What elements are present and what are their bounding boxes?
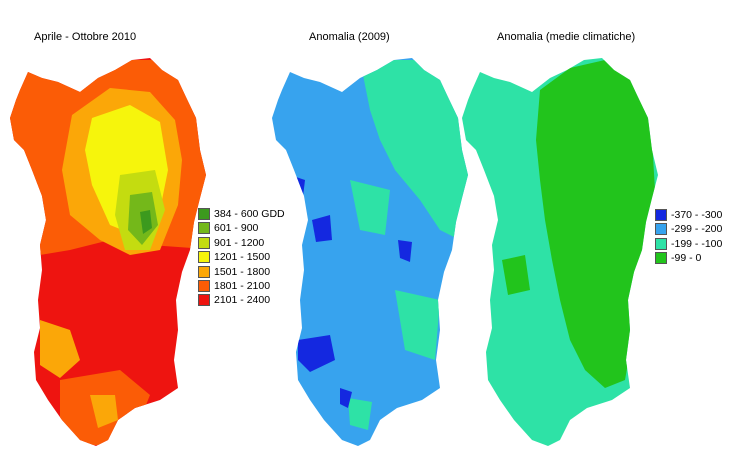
legend-label: -370 - -300 bbox=[671, 209, 723, 221]
legend-label: 1501 - 1800 bbox=[214, 265, 271, 278]
legend-label: 601 - 900 bbox=[214, 222, 259, 235]
panel1-title: Aprile - Ottobre 2010 bbox=[34, 31, 137, 43]
map-anomaly-climatic bbox=[462, 58, 658, 446]
legend-swatch bbox=[198, 251, 210, 264]
legend-label: -199 - -100 bbox=[671, 237, 723, 250]
legend-swatch bbox=[198, 265, 210, 278]
legend-label: 1801 - 2100 bbox=[214, 279, 271, 292]
legend-swatch bbox=[198, 236, 210, 249]
legend-label: 1201 - 1500 bbox=[214, 251, 271, 264]
legend-swatch bbox=[198, 294, 210, 307]
legend-label: 2101 - 2400 bbox=[214, 294, 271, 307]
legend-label: -299 - -200 bbox=[671, 223, 723, 236]
map-gdd-2010 bbox=[10, 58, 206, 446]
legend-label: -99 - 0 bbox=[671, 252, 702, 265]
legend-label: 384 - 600 GDD bbox=[214, 208, 285, 220]
panel2-title: Anomalia (2009) bbox=[309, 31, 390, 43]
legend-label: 901 - 1200 bbox=[214, 236, 265, 249]
legend-swatch bbox=[655, 252, 667, 265]
legend-swatch bbox=[198, 208, 210, 220]
panel3-title: Anomalia (medie climatiche) bbox=[497, 31, 636, 43]
legend-swatch bbox=[655, 209, 667, 221]
legend-swatch bbox=[655, 223, 667, 236]
legend-swatch bbox=[198, 279, 210, 292]
legend-swatch bbox=[198, 222, 210, 235]
map-anomaly-2009 bbox=[272, 58, 468, 446]
legend-swatch bbox=[655, 237, 667, 250]
